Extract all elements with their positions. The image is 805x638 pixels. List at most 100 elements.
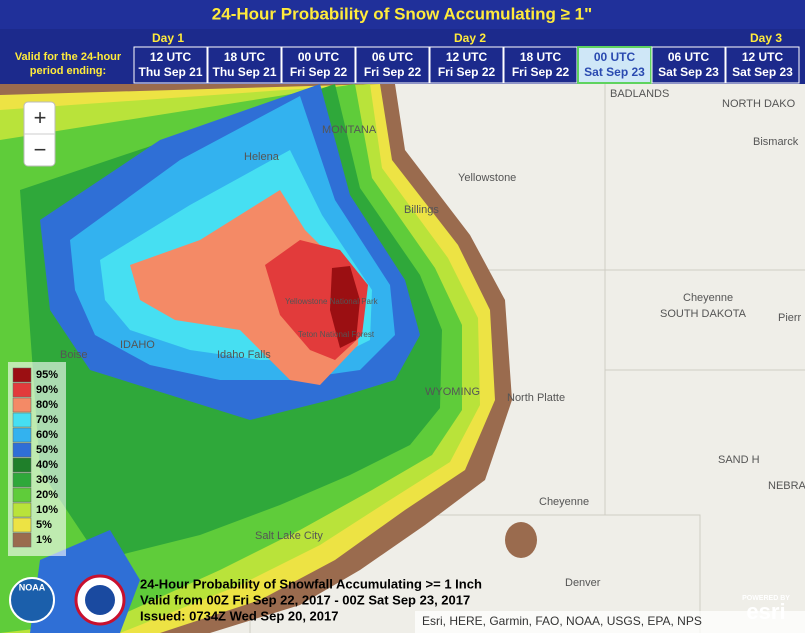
nws-logo-inner bbox=[85, 585, 115, 615]
period-box[interactable] bbox=[577, 46, 652, 84]
caption-line: Issued: 0734Z Wed Sep 20, 2017 bbox=[140, 608, 338, 623]
period-date[interactable]: Fri Sep 22 bbox=[364, 65, 422, 79]
period-time[interactable]: 18 UTC bbox=[224, 50, 266, 64]
caption-line: Valid from 00Z Fri Sep 22, 2017 - 00Z Sa… bbox=[140, 592, 470, 607]
period-box[interactable] bbox=[651, 46, 726, 84]
period-box[interactable] bbox=[429, 46, 504, 84]
map-label: MONTANA bbox=[322, 124, 377, 136]
title-bar bbox=[0, 0, 805, 29]
period-time[interactable]: 06 UTC bbox=[372, 50, 414, 64]
legend-swatch bbox=[12, 532, 32, 548]
logos: NOAA POWERED BY esri bbox=[9, 574, 790, 626]
map-label: Yellowstone National Park bbox=[285, 297, 379, 306]
map-labels: BADLANDS NORTH DAKO Bismarck MONTANA Hel… bbox=[60, 88, 805, 589]
period-box[interactable] bbox=[133, 46, 208, 84]
legend-label: 50% bbox=[36, 444, 58, 456]
attribution-bar bbox=[415, 611, 805, 633]
map-label: Teton National Forest bbox=[298, 330, 375, 339]
map-label: Yellowstone bbox=[458, 172, 516, 184]
legend-swatch bbox=[12, 412, 32, 428]
day-label: Day 1 bbox=[152, 31, 184, 45]
valid-label: period ending: bbox=[30, 65, 106, 77]
legend-swatch bbox=[12, 382, 32, 398]
period-box[interactable] bbox=[503, 46, 578, 84]
map-label: NEBRA bbox=[768, 480, 805, 492]
period-date[interactable]: Fri Sep 22 bbox=[290, 65, 348, 79]
period-time[interactable]: 12 UTC bbox=[742, 50, 784, 64]
legend-label: 1% bbox=[36, 534, 52, 546]
map-label: Idaho Falls bbox=[217, 349, 271, 361]
day-label: Day 2 bbox=[454, 31, 486, 45]
period-box[interactable] bbox=[355, 46, 430, 84]
legend-label: 90% bbox=[36, 384, 58, 396]
legend-swatch bbox=[12, 472, 32, 488]
period-time[interactable]: 00 UTC bbox=[298, 50, 340, 64]
legend-swatch bbox=[12, 442, 32, 458]
period-time[interactable]: 12 UTC bbox=[446, 50, 488, 64]
period-time[interactable]: 06 UTC bbox=[668, 50, 710, 64]
period-date[interactable]: Sat Sep 23 bbox=[658, 65, 719, 79]
period-date[interactable]: Fri Sep 22 bbox=[438, 65, 496, 79]
legend-swatch bbox=[12, 367, 32, 383]
period-box[interactable] bbox=[725, 46, 800, 84]
legend-swatch bbox=[12, 457, 32, 473]
period-time[interactable]: 00 UTC bbox=[594, 50, 636, 64]
zoom-out[interactable]: − bbox=[34, 137, 47, 162]
valid-label: Valid for the 24-hour bbox=[15, 51, 122, 63]
caption-line: 24-Hour Probability of Snowfall Accumula… bbox=[140, 576, 482, 591]
legend-label: 30% bbox=[36, 474, 58, 486]
legend-label: 70% bbox=[36, 414, 58, 426]
period-date[interactable]: Thu Sep 21 bbox=[212, 65, 276, 79]
zoom-control: + − bbox=[23, 101, 56, 167]
map-label: Pierr bbox=[778, 312, 802, 324]
legend-swatch bbox=[12, 397, 32, 413]
period-date[interactable]: Thu Sep 21 bbox=[138, 65, 202, 79]
map-label: IDAHO bbox=[120, 339, 155, 351]
period-date[interactable]: Fri Sep 22 bbox=[512, 65, 570, 79]
noaa-logo bbox=[9, 577, 55, 623]
legend-swatch bbox=[12, 427, 32, 443]
zoom-in[interactable]: + bbox=[34, 105, 47, 130]
map-label: Cheyenne bbox=[539, 496, 589, 508]
period-box[interactable] bbox=[281, 46, 356, 84]
map-label: Helena bbox=[244, 151, 280, 163]
period-time[interactable]: 18 UTC bbox=[520, 50, 562, 64]
attribution: Esri, HERE, Garmin, FAO, NOAA, USGS, EPA… bbox=[422, 614, 702, 628]
map-label: Bismarck bbox=[753, 136, 799, 148]
map-label: NORTH DAKO bbox=[722, 98, 796, 110]
map-label: SOUTH DAKOTA bbox=[660, 308, 747, 320]
map-label: Boise bbox=[60, 349, 88, 361]
period-time[interactable]: 12 UTC bbox=[150, 50, 192, 64]
legend-swatch bbox=[12, 502, 32, 518]
legend-label: 5% bbox=[36, 519, 52, 531]
day-label: Day 3 bbox=[750, 31, 782, 45]
map-label: SAND H bbox=[718, 454, 760, 466]
map-label: Billings bbox=[404, 204, 439, 216]
period-date[interactable]: Sat Sep 23 bbox=[732, 65, 793, 79]
period-box[interactable] bbox=[207, 46, 282, 84]
title: 24-Hour Probability of Snow Accumulating… bbox=[212, 4, 592, 23]
legend-label: 40% bbox=[36, 459, 58, 471]
legend-label: 20% bbox=[36, 489, 58, 501]
legend-label: 95% bbox=[36, 369, 58, 381]
period-date[interactable]: Sat Sep 23 bbox=[584, 65, 645, 79]
legend-swatch bbox=[12, 517, 32, 533]
header: 24-Hour Probability of Snow Accumulating… bbox=[0, 0, 805, 84]
legend-label: 10% bbox=[36, 504, 58, 516]
map-label: BADLANDS bbox=[610, 88, 669, 100]
legend-swatch bbox=[12, 487, 32, 503]
caption: 24-Hour Probability of Snowfall Accumula… bbox=[140, 576, 482, 623]
powered-by: POWERED BY bbox=[742, 595, 790, 602]
legend-label: 80% bbox=[36, 399, 58, 411]
